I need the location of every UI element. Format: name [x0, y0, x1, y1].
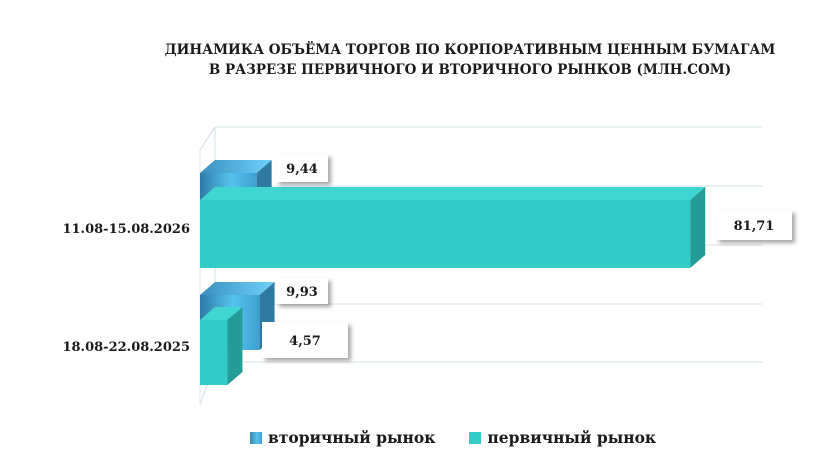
data-label-secondary-2-box: [276, 278, 328, 304]
category-label-1: 11.08-15.08.2026: [62, 222, 190, 237]
bar-primary-1-front: [200, 200, 691, 268]
bar-primary-1-top: [200, 187, 706, 200]
data-label-secondary-1-box: [276, 154, 328, 182]
legend-swatch-secondary: [250, 431, 262, 444]
category-label-2: 18.08-22.08.2025: [62, 340, 190, 355]
data-label-primary-2: 4,57: [289, 334, 321, 349]
bar-primary-2-top: [200, 307, 243, 320]
bar-primary-2-side: [227, 307, 243, 385]
chart-title-line-1: ДИНАМИКА ОБЪЁМА ТОРГОВ ПО КОРПОРАТИВНЫМ …: [164, 42, 776, 58]
data-label-primary-2-box: [262, 322, 348, 358]
legend-item-primary: первичный рынок: [469, 428, 656, 447]
legend: вторичный рынок первичный рынок: [250, 428, 690, 447]
legend-label-primary: первичный рынок: [487, 428, 657, 447]
legend-swatch-primary: [469, 431, 482, 444]
bar-primary-2-front: [200, 320, 228, 385]
chart-title: ДИНАМИКА ОБЪЁМА ТОРГОВ ПО КОРПОРАТИВНЫМ …: [0, 40, 826, 80]
data-label-secondary-2: 9,93: [286, 285, 318, 300]
legend-item-secondary: вторичный рынок: [250, 428, 435, 447]
bar-secondary-1-top: [200, 160, 272, 173]
data-label-primary-1: 81,71: [734, 219, 775, 234]
bar-primary-1-side: [690, 187, 706, 268]
chart-title-line-2: В РАЗРЕЗЕ ПЕРВИЧНОГО И ВТОРИЧНОГО РЫНКОВ…: [208, 62, 732, 78]
data-label-primary-1-box: [716, 210, 792, 240]
legend-label-secondary: вторичный рынок: [268, 428, 436, 447]
bar-secondary-2-top: [200, 282, 275, 295]
data-label-secondary-1: 9,44: [286, 162, 318, 177]
